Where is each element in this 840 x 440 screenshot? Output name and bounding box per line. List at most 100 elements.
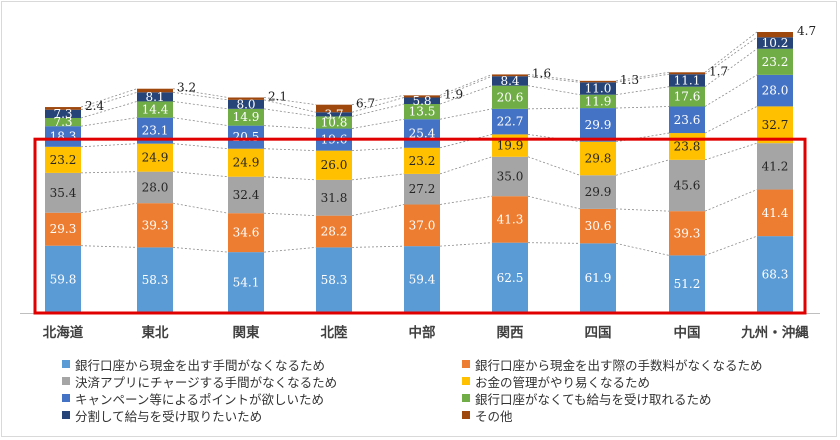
bar-segment (316, 112, 352, 117)
data-label: 41.4 (762, 206, 789, 220)
legend-swatch (462, 377, 470, 385)
data-label: 11.9 (585, 94, 612, 108)
legend-label: お金の管理がやり易くなるため (475, 374, 651, 390)
legend-swatch (62, 377, 70, 385)
data-label: 4.7 (797, 24, 816, 38)
connector-line (527, 134, 581, 143)
bar-segment (669, 72, 705, 75)
connector-line (80, 143, 138, 148)
data-label: 23.2 (409, 154, 436, 168)
connector-line (439, 108, 493, 120)
bar-segment (669, 86, 705, 107)
bar-segment (492, 76, 528, 86)
data-label: 62.5 (497, 271, 524, 285)
data-label: 45.6 (674, 178, 701, 192)
data-label: 37.0 (409, 218, 436, 232)
bar-segment (316, 116, 352, 129)
bar-segment (228, 125, 264, 149)
data-label: 54.1 (233, 276, 260, 290)
connector-line (527, 156, 581, 176)
bar-segment (228, 97, 264, 100)
connector-line (351, 204, 405, 217)
bar-segment (404, 119, 440, 148)
data-label: 24.9 (233, 156, 260, 170)
legend-swatch (62, 394, 70, 402)
bar-segment (580, 108, 616, 142)
connector-line (615, 159, 670, 176)
connector-line (80, 101, 138, 119)
legend-swatch (62, 411, 70, 419)
data-label: 25.4 (409, 127, 436, 141)
bar-segment (45, 172, 81, 213)
legend: 銀行口座から現金を出す手間がなくなるため 銀行口座から現金を出す際の手数料がなくな… (62, 356, 822, 424)
data-label: 24.9 (142, 151, 169, 165)
data-label: 23.6 (674, 113, 701, 127)
connector-line (704, 48, 758, 88)
category-label: 四国 (585, 325, 612, 341)
connector-line (527, 85, 581, 96)
data-label: 1.3 (620, 73, 639, 87)
bar-segment (492, 85, 528, 109)
legend-item: 決済アプリにチャージする手間がなくなるため (62, 373, 462, 390)
bar-segment (757, 32, 793, 38)
data-label: 10.8 (321, 115, 348, 129)
bar-segment (404, 97, 440, 105)
connector-line (80, 91, 138, 111)
bar-segment (757, 236, 793, 313)
bar-segment (580, 243, 616, 313)
connector-line (80, 117, 138, 127)
data-label: 6.7 (356, 97, 375, 111)
connector-line (263, 176, 317, 181)
bar-segment (137, 101, 173, 118)
connector-line (439, 156, 493, 175)
data-label: 34.6 (233, 226, 260, 240)
connector-line (615, 106, 670, 109)
data-label: 59.8 (50, 272, 77, 286)
category-label: 北陸 (321, 324, 348, 341)
connector-line (263, 108, 317, 117)
data-label: 32.4 (233, 188, 260, 202)
connector-line (172, 88, 229, 98)
bar-segment (757, 189, 793, 237)
legend-item: 銀行口座から現金を出す際の手数料がなくなるため (462, 356, 822, 373)
bar-segment (492, 108, 528, 135)
bar-segment (580, 94, 616, 109)
bar-segment (45, 117, 81, 127)
legend-swatch (462, 360, 470, 368)
connector-line (704, 189, 758, 212)
category-label: 北海道 (43, 324, 84, 341)
connector-line (80, 245, 138, 248)
legend-item: 分割して給与を受け取りたいため (62, 407, 462, 424)
legend-label: 銀行口座から現金を出す手間がなくなるため (75, 357, 326, 373)
bar-segment (45, 109, 81, 118)
data-label: 28.2 (321, 225, 348, 239)
bar-segment (404, 104, 440, 120)
bars (45, 32, 793, 313)
connector-line (527, 74, 581, 82)
data-label: 29.8 (585, 151, 612, 165)
connector-line (263, 99, 317, 113)
bar-segment (404, 246, 440, 313)
connector-line (351, 97, 405, 113)
connector-line (351, 245, 405, 248)
data-label: 17.6 (674, 90, 701, 104)
data-label: 35.4 (50, 186, 77, 200)
series-connectors (80, 31, 758, 256)
connector-line (527, 242, 581, 244)
data-label: 11.1 (674, 73, 701, 87)
data-label: 29.9 (585, 118, 612, 132)
bar-segment (757, 48, 793, 75)
connector-line (351, 147, 405, 152)
connector-line (351, 94, 405, 106)
bar-segment (137, 88, 173, 93)
connector-line (527, 107, 581, 110)
bar-segment (404, 147, 440, 174)
data-label: 1.9 (444, 87, 463, 101)
data-label: 13.5 (409, 105, 436, 119)
bar-segment (580, 175, 616, 209)
legend-swatch (462, 394, 470, 402)
data-label: 23.2 (50, 153, 77, 167)
data-label: 26.0 (321, 158, 348, 172)
bar-segment (669, 74, 705, 87)
connector-line (172, 117, 229, 127)
